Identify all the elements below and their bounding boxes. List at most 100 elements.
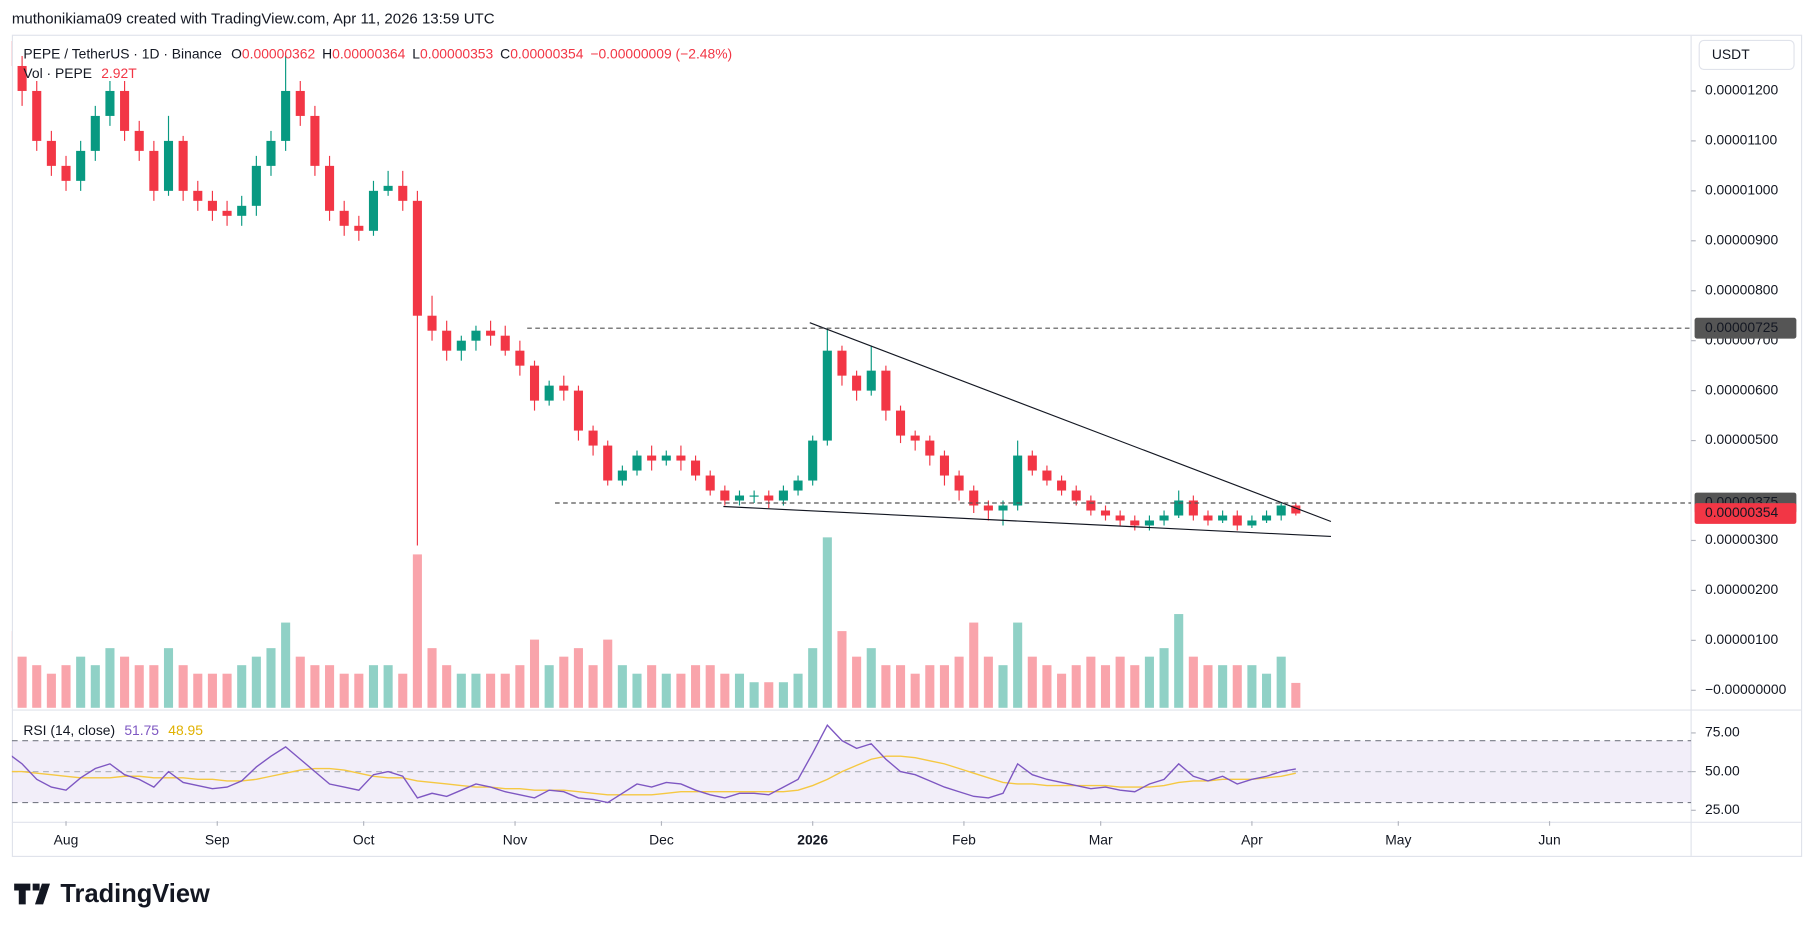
candle-body (354, 225, 364, 231)
candle-body (1218, 515, 1228, 521)
candle-body (1027, 455, 1037, 471)
volume-bar (207, 673, 217, 708)
volume-bar (529, 639, 540, 708)
candle-body (281, 90, 291, 141)
credit: muthonikiama09 created with TradingView.… (12, 11, 495, 28)
ohlc-value: 0.00000354 (510, 45, 584, 61)
ohlc-key: O (231, 45, 242, 61)
currency[interactable]: USDT (1712, 46, 1750, 62)
candle-body (398, 185, 408, 201)
rsi-legend: RSI (14, close) 51.75 48.95 (23, 722, 203, 738)
candle-body (178, 140, 188, 191)
volume-bar (310, 665, 320, 708)
volume-bar (1276, 656, 1286, 708)
x-tick-label: Oct (353, 831, 375, 847)
volume-bar (734, 673, 745, 708)
volume-bar (17, 656, 27, 708)
candle-body (90, 115, 100, 151)
volume-bar (559, 656, 569, 708)
x-tick-label: Aug (54, 831, 79, 847)
candle-body (544, 385, 554, 401)
candle-body (529, 365, 540, 401)
volume-bar (852, 656, 862, 708)
candle-body (17, 65, 27, 91)
candle-body (1276, 505, 1286, 516)
volume-bar (427, 648, 437, 708)
volume-bar (383, 665, 393, 708)
x-tick-label: Jun (1538, 831, 1560, 847)
trendline (809, 322, 1332, 523)
x-tick-label: Nov (503, 831, 528, 847)
volume-bar (456, 673, 466, 708)
candle-body (617, 470, 627, 481)
candle-body (1130, 520, 1140, 526)
volume-bar (691, 665, 701, 708)
candle-body (866, 370, 876, 391)
rsi-name: RSI (14, close) (23, 722, 115, 738)
currency-button[interactable] (1698, 39, 1795, 70)
candle-body (1262, 515, 1272, 521)
volume-bar (237, 665, 247, 708)
candle-body (983, 505, 993, 511)
candle-body (720, 490, 730, 501)
volume-bar (983, 656, 993, 708)
ohlc-key: H (322, 45, 332, 61)
candle-body (793, 480, 803, 491)
volume-bar (1159, 648, 1169, 708)
candle-body (969, 490, 979, 506)
candle-body (925, 440, 935, 456)
legend-line: Vol · PEPE 2.92T (23, 65, 137, 81)
volume-bar (120, 656, 130, 708)
rsi-tick-label: 50.00 (1705, 762, 1740, 778)
volume-bar (1057, 673, 1067, 708)
level-label: 0.00000725 (1705, 319, 1779, 335)
volume-bar (544, 665, 554, 708)
y-tick-label: 0.00000600 (1705, 381, 1779, 397)
candle-body (339, 210, 349, 226)
volume-bar (661, 673, 671, 708)
logo (14, 883, 51, 905)
candle-body (852, 375, 862, 391)
chart-frame (11, 34, 1803, 857)
y-tick-label: 0.00000300 (1705, 531, 1779, 547)
volume-bar (90, 665, 100, 708)
volume-bar (76, 656, 86, 708)
candle-body (310, 115, 320, 166)
brand: TradingView (60, 880, 210, 908)
volume-bar (178, 665, 188, 708)
y-tick-label: 0.00000100 (1705, 631, 1779, 647)
rsi-line (11, 724, 1296, 804)
volume-bar (134, 665, 144, 708)
volume-bar (925, 665, 935, 708)
volume-bar (603, 639, 613, 708)
volume-bar (969, 622, 979, 708)
ohlc-key: L (412, 45, 420, 61)
level-label-box (1694, 317, 1797, 339)
candle-body (1013, 455, 1023, 506)
volume-bar (471, 673, 481, 708)
candle-body (120, 90, 130, 131)
volume-bar (354, 673, 364, 708)
rsi-tick-label: 75.00 (1705, 724, 1740, 740)
candle-body (1144, 520, 1154, 526)
candle-body (837, 350, 847, 376)
candle-body (515, 350, 525, 366)
candle-body (193, 190, 203, 201)
trendline (723, 505, 1331, 538)
candle-body (1203, 515, 1213, 521)
volume-bar (998, 665, 1008, 708)
volume-bar (163, 648, 174, 708)
candle-body (1042, 470, 1052, 481)
candle-body (808, 440, 818, 481)
volume-bar (32, 665, 42, 708)
volume-bar (105, 648, 115, 708)
volume-bar (368, 665, 379, 708)
candle-body (163, 140, 174, 191)
volume-bar (676, 673, 686, 708)
volume-bar (881, 665, 891, 708)
volume-bar (1291, 682, 1301, 708)
candle-body (266, 140, 276, 166)
candle-body (1247, 520, 1257, 526)
volume-bar (515, 665, 525, 708)
volume-bar (1042, 665, 1052, 708)
